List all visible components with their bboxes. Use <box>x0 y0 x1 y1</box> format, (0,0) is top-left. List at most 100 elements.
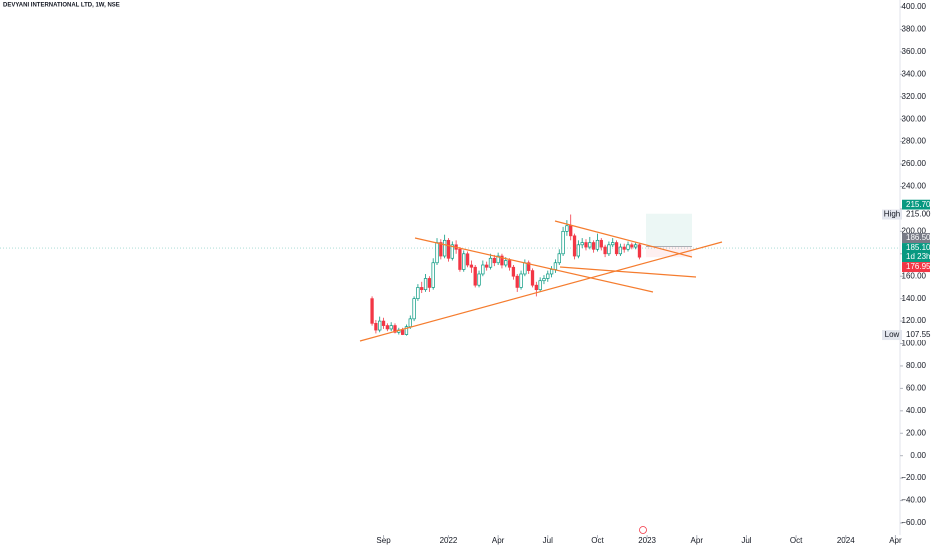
candle-body <box>572 235 577 257</box>
trendline <box>414 237 654 293</box>
marker-name: High <box>884 210 900 219</box>
y-tick-label: 360.00 <box>902 47 927 56</box>
x-tick-label: Oct <box>790 536 803 545</box>
candle-body <box>553 262 558 270</box>
stop-tag-bg <box>902 262 930 273</box>
candle-body <box>519 273 523 288</box>
candle-body <box>534 284 538 291</box>
candle-body <box>626 244 630 250</box>
last-price-tag: 185.10 <box>906 243 931 252</box>
candle-body <box>500 255 504 266</box>
y-tick-label: 0.00 <box>910 451 926 460</box>
candle-body <box>385 325 390 330</box>
marker-value-bg <box>902 209 930 220</box>
event-icon[interactable] <box>639 526 647 534</box>
candle-body <box>427 278 432 288</box>
x-tick-label: Apr <box>492 536 505 545</box>
candle-body <box>381 320 386 326</box>
time-axis: Sep 2022 Apr Jul Oct 2023 Apr Jul Oct 2024 Apr <box>376 535 902 545</box>
candle-body <box>400 329 405 335</box>
y-tick-label: 340.00 <box>902 69 927 78</box>
candle-body <box>515 275 519 288</box>
x-tick-label: Apr <box>691 536 704 545</box>
entry-tag-bg <box>902 233 930 244</box>
trendlines <box>359 220 723 342</box>
candle-body <box>565 225 569 232</box>
y-tick-label: 80.00 <box>906 361 927 370</box>
candle-body <box>576 244 581 257</box>
candle-body <box>473 266 477 286</box>
x-tick-label: Apr <box>889 536 902 545</box>
candle-body <box>374 322 378 331</box>
candle-body <box>527 262 531 271</box>
marker-name-bg <box>882 330 902 341</box>
target-tag: 215.70 <box>906 200 931 209</box>
y-tick-label: −20.00 <box>901 473 926 482</box>
candle-body <box>607 244 611 255</box>
candle-body <box>439 242 443 257</box>
candle-body <box>408 318 412 328</box>
candle-body <box>416 287 420 300</box>
marker-value-bg <box>902 330 930 341</box>
last-price-bg <box>902 243 930 263</box>
candle-body <box>538 280 542 291</box>
candle-body <box>630 244 634 248</box>
candle-body <box>443 239 447 257</box>
trendline <box>554 220 693 258</box>
marker-value: 215.00 <box>906 210 931 219</box>
candle-body <box>507 260 512 268</box>
candle-body <box>634 244 638 248</box>
marker-name: Low <box>885 330 900 339</box>
candle-body <box>488 257 493 268</box>
candle-body <box>603 246 607 255</box>
candle-body <box>481 264 485 275</box>
candle-body <box>458 248 462 270</box>
y-tick-label: 260.00 <box>902 159 927 168</box>
stop-tag: 176.95 <box>906 262 931 271</box>
y-tick-label: 380.00 <box>902 25 927 34</box>
y-tick-label: 160.00 <box>902 271 927 280</box>
candle-body <box>561 230 565 255</box>
countdown: 1d 23h <box>906 252 930 261</box>
y-tick-label: 40.00 <box>906 406 927 415</box>
y-tick-label: 200.00 <box>902 226 927 235</box>
marker-value: 107.55 <box>906 330 931 339</box>
candle-body <box>591 242 596 250</box>
candle-body <box>569 225 573 237</box>
candle-body <box>393 325 397 333</box>
x-tick-label: 2024 <box>837 536 855 545</box>
position-tool <box>646 213 692 258</box>
candle-body <box>546 273 550 279</box>
candle-body <box>595 239 600 250</box>
y-tick-label: 280.00 <box>902 137 927 146</box>
candle-body <box>412 298 416 320</box>
chart-title: DEVYANI INTERNATIONAL LTD, 1W, NSE <box>3 3 120 9</box>
x-tick-label: Oct <box>591 536 604 545</box>
candle-body <box>462 253 466 270</box>
profit-zone <box>646 213 692 247</box>
candle-body <box>637 244 642 258</box>
candle-body <box>611 242 615 246</box>
y-tick-label: 400.00 <box>902 2 927 11</box>
candle-body <box>492 257 496 264</box>
candles <box>370 214 642 336</box>
trendline <box>359 241 723 342</box>
candle-body <box>523 262 527 275</box>
candle-body <box>446 239 451 259</box>
candle-body <box>557 253 561 264</box>
candle-body <box>431 262 435 288</box>
x-tick-label: 2022 <box>440 536 458 545</box>
trendline <box>559 266 697 278</box>
candle-body <box>618 246 623 255</box>
candle-body <box>542 278 546 282</box>
x-tick-label: Jul <box>741 536 751 545</box>
y-tick-label: −60.00 <box>901 518 926 527</box>
candle-body <box>504 260 508 266</box>
candle-body <box>511 266 516 277</box>
candle-body <box>530 270 535 286</box>
candle-body <box>614 242 619 255</box>
x-tick-label: 2023 <box>638 536 656 545</box>
y-tick-label: 120.00 <box>902 316 927 325</box>
